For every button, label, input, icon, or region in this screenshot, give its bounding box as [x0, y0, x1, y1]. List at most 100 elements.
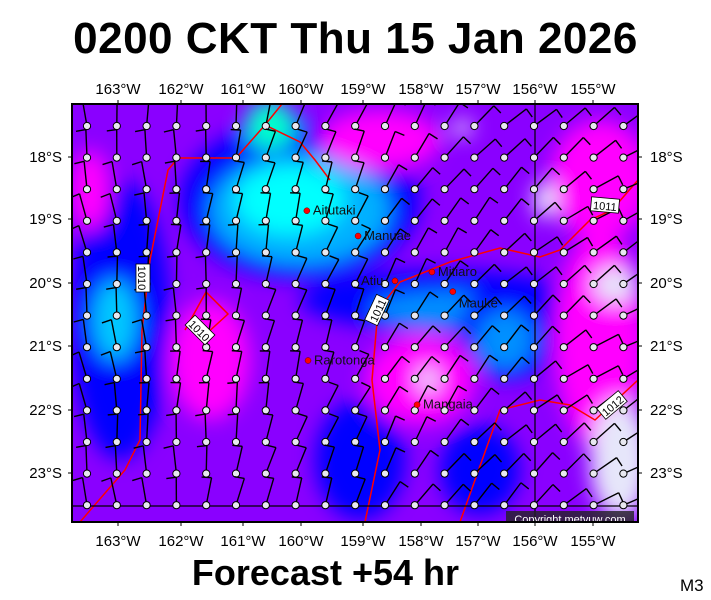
station-dot — [231, 216, 241, 225]
place-label: Mangaia — [423, 397, 474, 412]
station-dot — [619, 279, 628, 289]
wind-barb — [619, 308, 638, 320]
station-dot — [351, 374, 360, 383]
station-dot — [261, 374, 270, 383]
station-dot — [470, 153, 479, 162]
station-dot — [291, 311, 300, 320]
wind-barb — [529, 452, 561, 478]
station-dot — [231, 185, 241, 194]
wind-barb — [470, 196, 499, 225]
lon-tick-label-bottom: 160°W — [278, 533, 324, 550]
station-dot — [231, 501, 241, 510]
wind-barb — [559, 137, 591, 162]
wind-barb — [100, 350, 121, 383]
wind-barb — [261, 444, 277, 478]
station-dot — [529, 121, 539, 131]
station-dot — [231, 311, 241, 320]
station-dot — [529, 185, 539, 194]
wind-barb — [230, 128, 242, 162]
wind-barb — [321, 476, 333, 510]
lat-tick-label-left: 21°S — [29, 338, 62, 355]
wind-barb — [440, 354, 469, 383]
wind-barb — [72, 382, 92, 415]
station-dot — [112, 121, 121, 131]
station-dot — [380, 469, 390, 478]
wind-barb — [321, 349, 335, 383]
station-dot — [380, 501, 390, 510]
station-dot — [470, 216, 479, 225]
wind-barb — [291, 444, 307, 478]
wind-barb — [529, 484, 561, 510]
wind-barb — [589, 457, 623, 478]
station-dot — [589, 153, 598, 162]
wind-barb — [380, 385, 409, 415]
lon-tick-label-bottom: 158°W — [398, 533, 444, 550]
wind-barb — [589, 422, 622, 447]
wind-barb — [101, 319, 121, 352]
station-dot — [529, 248, 539, 257]
wind-barb — [72, 224, 92, 257]
lat-tick-label-right: 23°S — [650, 465, 683, 482]
lon-tick-label-top: 161°W — [220, 81, 266, 98]
station-dot — [321, 501, 330, 510]
station-dot — [291, 185, 300, 194]
wind-barb — [291, 318, 304, 352]
wind-barb — [589, 264, 622, 289]
station-dot — [142, 311, 151, 320]
wind-barb — [500, 356, 530, 383]
wind-barb — [351, 444, 365, 478]
wind-barb — [351, 255, 369, 289]
station-dot — [261, 311, 270, 320]
wind-barb — [559, 295, 591, 320]
station-dot — [82, 121, 92, 131]
wind-barb — [351, 381, 371, 415]
wind-barb — [529, 108, 563, 131]
lon-tick-label-bottom: 156°W — [512, 533, 558, 550]
station-dot — [559, 374, 568, 383]
wind-barb — [72, 476, 92, 510]
station-dot — [82, 216, 92, 225]
wind-barb — [82, 104, 92, 131]
station-dot — [589, 121, 598, 131]
wind-barb — [163, 287, 181, 320]
map-title: 0200 CKT Thu 15 Jan 2026 — [73, 14, 638, 63]
station-dot — [410, 469, 419, 478]
station-dot — [82, 311, 92, 320]
station-dot — [380, 374, 390, 383]
place-label: Mauke — [459, 296, 498, 311]
station-dot — [410, 437, 419, 447]
wind-barb — [351, 349, 370, 383]
station-dot — [440, 311, 449, 320]
station-dot — [321, 216, 330, 225]
wind-barb — [231, 349, 243, 383]
station-dot — [589, 185, 598, 194]
wind-barb — [261, 318, 276, 352]
wind-barb — [500, 166, 530, 194]
station-dot — [172, 437, 181, 447]
station-dot — [380, 279, 390, 289]
place-label: Rarotonga — [314, 353, 375, 368]
station-dot — [619, 374, 628, 383]
station-dot — [500, 216, 509, 225]
station-dot — [202, 248, 211, 257]
wind-barb — [169, 192, 181, 225]
station-dot — [619, 437, 628, 447]
station-dot — [142, 343, 151, 352]
station-dot — [112, 406, 121, 415]
station-dot — [351, 279, 360, 289]
station-dot — [202, 153, 211, 162]
isobar-label: 1010 — [135, 266, 147, 290]
wind-barb — [351, 476, 366, 510]
station-dot — [440, 153, 449, 162]
station-dot — [112, 374, 121, 383]
station-dot — [202, 343, 211, 352]
station-dot — [559, 437, 568, 447]
station-dot — [112, 469, 121, 478]
station-dot — [559, 153, 568, 162]
station-dot — [261, 501, 270, 510]
station-dot — [112, 437, 121, 447]
place-marker — [428, 268, 436, 276]
station-dot — [321, 343, 330, 352]
wind-barb — [103, 223, 121, 257]
wind-barb — [321, 413, 340, 447]
